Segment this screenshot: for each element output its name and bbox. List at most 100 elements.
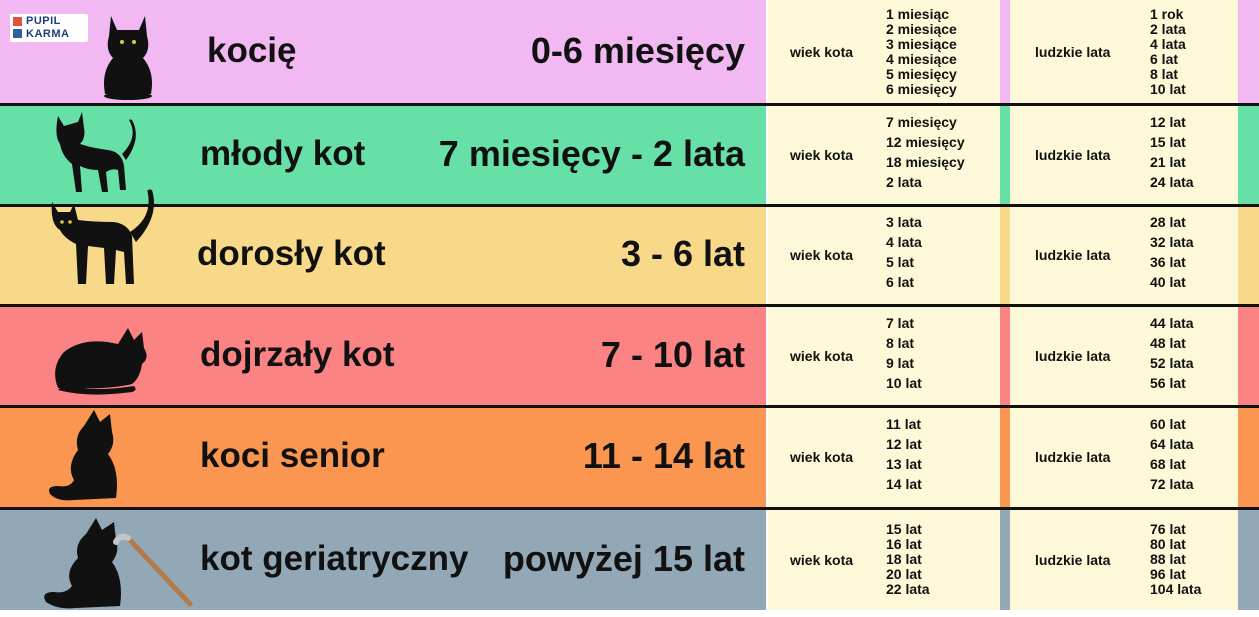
cat-walking-icon bbox=[52, 108, 142, 203]
cat-age-value: 18 miesięcy bbox=[886, 153, 965, 170]
cat-age-value: 2 lata bbox=[886, 173, 922, 190]
cat-age-value: 6 miesięcy bbox=[886, 80, 957, 97]
human-age-value: 1 rok bbox=[1150, 5, 1184, 22]
cat-age-panel bbox=[768, 0, 1000, 103]
row-divider bbox=[0, 304, 1259, 307]
age-range-label: 0-6 miesięcy bbox=[530, 29, 745, 71]
human-age-value: 21 lat bbox=[1150, 153, 1186, 170]
row-background bbox=[0, 407, 766, 507]
cat-age-value: 14 lat bbox=[886, 476, 922, 492]
human-age-value: 60 lat bbox=[1150, 416, 1186, 432]
human-age-value: 48 lat bbox=[1150, 334, 1186, 351]
cat-age-header: wiek kota bbox=[790, 551, 854, 568]
cat-age-panel bbox=[768, 306, 1000, 405]
age-range-label: powyżej 15 lat bbox=[502, 537, 745, 579]
cat-age-list: 7 miesięcy 12 miesięcy 18 miesięcy 2 lata bbox=[886, 113, 965, 195]
age-range-label: 7 - 10 lat bbox=[600, 333, 745, 375]
human-age-value: 40 lat bbox=[1150, 274, 1186, 290]
cat-age-value: 3 miesiące bbox=[886, 35, 957, 52]
human-age-value: 76 lat bbox=[1150, 521, 1186, 537]
row-background bbox=[0, 509, 766, 610]
cat-age-value: 7 lat bbox=[886, 314, 915, 331]
human-age-value: 2 lata bbox=[1150, 20, 1186, 37]
human-age-value: 88 lat bbox=[1150, 551, 1186, 567]
human-age-value: 15 lat bbox=[1150, 133, 1186, 150]
human-age-panel bbox=[1010, 407, 1238, 507]
human-age-value: 56 lat bbox=[1150, 374, 1186, 391]
cat-age-header: wiek kota bbox=[790, 146, 854, 163]
cat-age-header: wiek kota bbox=[790, 347, 854, 364]
cat-age-value: 9 lat bbox=[886, 354, 915, 371]
row-divider bbox=[0, 103, 1259, 106]
human-age-header: ludzkie lata bbox=[1035, 247, 1111, 263]
human-age-panel bbox=[1010, 306, 1238, 405]
cat-lying-icon bbox=[48, 318, 158, 403]
human-age-value: 8 lat bbox=[1150, 65, 1179, 82]
cat-age-panel bbox=[768, 206, 1000, 304]
cat-age-value: 16 lat bbox=[886, 536, 922, 552]
cat-age-value: 4 lata bbox=[886, 234, 922, 250]
cat-age-value: 18 lat bbox=[886, 551, 922, 567]
cat-standing-icon bbox=[48, 188, 158, 293]
age-row: dorosły kot 3 - 6 lat wiek kota ludzkie lat… bbox=[0, 189, 1259, 304]
cat-age-value: 2 miesiące bbox=[886, 20, 957, 37]
human-age-list: 12 lat 15 lat 21 lat 24 lata bbox=[1150, 113, 1194, 195]
cat-age-value: 3 lata bbox=[886, 214, 922, 230]
cat-age-value: 22 lata bbox=[886, 581, 930, 597]
human-age-value: 72 lata bbox=[1150, 476, 1194, 492]
cat-old-cane-icon bbox=[36, 512, 206, 617]
human-age-value: 80 lat bbox=[1150, 536, 1186, 552]
human-age-list: 60 lat 64 lata 68 lat 72 lata bbox=[1150, 416, 1194, 497]
cat-age-panel bbox=[768, 105, 1000, 204]
human-age-panel bbox=[1010, 0, 1238, 103]
age-row: dojrzały kot 7 - 10 lat wiek kota ludzkie l… bbox=[0, 306, 1259, 405]
age-row: młody kot 7 miesięcy - 2 lata wiek kota lud… bbox=[0, 105, 1259, 204]
human-age-value: 12 lat bbox=[1150, 113, 1186, 130]
cat-age-value: 11 lat bbox=[886, 416, 922, 432]
cat-age-list: 11 lat 12 lat 13 lat 14 lat bbox=[886, 416, 922, 497]
human-age-value: 32 lata bbox=[1150, 234, 1194, 250]
human-age-value: 10 lat bbox=[1150, 80, 1186, 97]
cat-age-list: 15 lat 16 lat 18 lat 20 lat 22 lata bbox=[886, 521, 930, 597]
human-age-value: 6 lat bbox=[1150, 50, 1179, 67]
cat-age-value: 12 lat bbox=[886, 436, 922, 452]
pupil-karma-logo: PUPIL KARMA bbox=[10, 14, 88, 42]
age-range-label: 3 - 6 lat bbox=[620, 233, 745, 274]
cat-age-list: 1 miesiąc 2 miesiące 3 miesiące 4 miesiące 5… bbox=[886, 6, 957, 97]
cat-age-header: wiek kota bbox=[790, 43, 854, 60]
human-age-value: 52 lata bbox=[1150, 354, 1194, 371]
age-range-label: 11 - 14 lat bbox=[582, 435, 745, 476]
cat-fluffy-icon bbox=[44, 406, 134, 511]
row-divider bbox=[0, 204, 1259, 207]
human-age-value: 36 lat bbox=[1150, 254, 1186, 270]
life-stage-label: koci senior bbox=[200, 436, 385, 475]
life-stage-label: dorosły kot bbox=[197, 234, 386, 273]
cat-age-value: 20 lat bbox=[886, 566, 922, 582]
cat-age-header: wiek kota bbox=[790, 247, 854, 263]
human-age-value: 96 lat bbox=[1150, 566, 1186, 582]
cat-age-value: 7 miesięcy bbox=[886, 113, 957, 130]
human-age-value: 68 lat bbox=[1150, 456, 1186, 472]
human-age-header: ludzkie lata bbox=[1035, 551, 1111, 568]
human-age-value: 104 lata bbox=[1150, 581, 1202, 597]
human-age-value: 24 lata bbox=[1150, 173, 1194, 190]
cat-age-value: 5 miesięcy bbox=[886, 65, 957, 82]
human-age-panel bbox=[1010, 105, 1238, 204]
human-age-panel bbox=[1010, 206, 1238, 304]
cat-age-value: 4 miesiące bbox=[886, 50, 957, 67]
life-stage-label: kot geriatryczny bbox=[200, 538, 469, 578]
cat-age-panel bbox=[768, 407, 1000, 507]
human-age-value: 44 lata bbox=[1150, 314, 1194, 331]
cat-age-value: 12 miesięcy bbox=[886, 133, 965, 150]
life-stage-label: kocię bbox=[207, 30, 297, 70]
cat-age-value: 8 lat bbox=[886, 334, 915, 351]
human-age-list: 1 rok 2 lata 4 lata 6 lat 8 lat 10 lat bbox=[1150, 5, 1186, 97]
cat-age-value: 5 lat bbox=[886, 254, 915, 270]
human-age-header: ludzkie lata bbox=[1035, 449, 1111, 465]
age-row: kot geriatryczny powyżej 15 lat wiek kota l… bbox=[0, 509, 1259, 610]
cat-age-header: wiek kota bbox=[790, 449, 854, 465]
cat-age-value: 6 lat bbox=[886, 274, 915, 290]
cat-age-list: 7 lat 8 lat 9 lat 10 lat bbox=[886, 314, 922, 396]
human-age-header: ludzkie lata bbox=[1035, 43, 1111, 60]
human-age-value: 64 lata bbox=[1150, 436, 1194, 452]
